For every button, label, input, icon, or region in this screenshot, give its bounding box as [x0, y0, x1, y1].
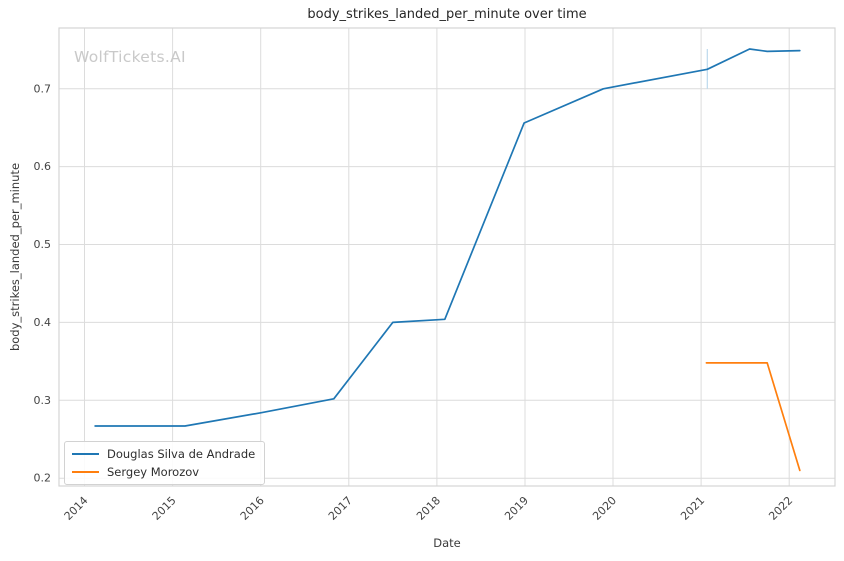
x-tick-label: 2018	[414, 494, 443, 523]
series-line-0	[94, 48, 801, 427]
legend-item-douglas: Douglas Silva de Andrade	[72, 447, 255, 461]
x-tick-label: 2021	[678, 494, 707, 523]
y-tick-label: 0.5	[34, 238, 52, 251]
legend-label-douglas: Douglas Silva de Andrade	[107, 447, 256, 461]
y-tick-label: 0.3	[34, 394, 52, 407]
x-tick-label: 2020	[590, 494, 619, 523]
y-tick-label: 0.7	[34, 82, 52, 95]
plot-border	[58, 27, 836, 487]
x-tick-label: 2014	[62, 494, 91, 523]
chart-title: body_strikes_landed_per_minute over time	[307, 7, 587, 22]
watermark: WolfTickets.AI	[74, 48, 186, 66]
legend-item-sergey: Sergey Morozov	[72, 465, 255, 479]
x-tick-label: 2019	[502, 494, 531, 523]
legend-label-sergey: Sergey Morozov	[107, 465, 200, 479]
legend-swatch-douglas	[72, 453, 99, 455]
legend: Douglas Silva de Andrade Sergey Morozov	[64, 441, 266, 485]
y-axis-label: body_strikes_landed_per_minute	[8, 162, 22, 352]
y-tick-label: 0.6	[34, 160, 52, 173]
x-tick-label: 2016	[238, 494, 267, 523]
x-tick-label: 2015	[150, 494, 179, 523]
x-axis-label: Date	[433, 536, 461, 550]
series-line-1	[705, 362, 801, 472]
x-tick-label: 2022	[766, 494, 795, 523]
y-tick-label: 0.4	[34, 316, 52, 329]
x-tick-label: 2017	[326, 494, 355, 523]
y-tick-label: 0.2	[34, 472, 52, 485]
legend-swatch-sergey	[72, 471, 99, 473]
